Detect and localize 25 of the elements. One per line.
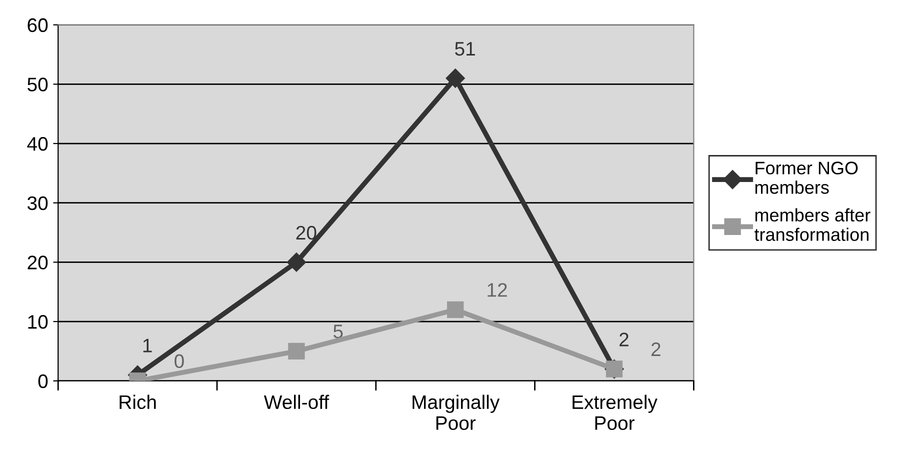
y-tick-label: 0 [38,374,48,388]
y-tick-label: 10 [28,315,48,329]
data-label: 12 [488,283,507,297]
data-label: 5 [334,324,343,338]
point [447,301,464,318]
x-tick-label: Extremely Poor [572,394,658,430]
y-tick-label: 50 [28,78,48,92]
legend-label: members after transformation [754,208,870,241]
point [288,342,305,360]
data-label: 51 [455,42,475,56]
x-tick-label: Rich [120,394,156,410]
y-tick-label: 20 [28,256,48,270]
y-tick-label: 30 [28,196,48,210]
point [286,252,306,272]
x-tick-label: Well-off [264,394,330,410]
legend-label: Former NGO members [755,162,858,194]
data-label: 2 [620,332,628,346]
point [446,68,465,88]
data-label: 0 [174,354,184,368]
data-label: 20 [296,226,316,240]
data-label: 2 [652,342,660,356]
x-tick-label: Marginally Poor [412,394,500,430]
data-label: 1 [143,338,152,352]
y-tick-label: 40 [27,136,48,151]
y-tick-label: 60 [28,18,48,32]
